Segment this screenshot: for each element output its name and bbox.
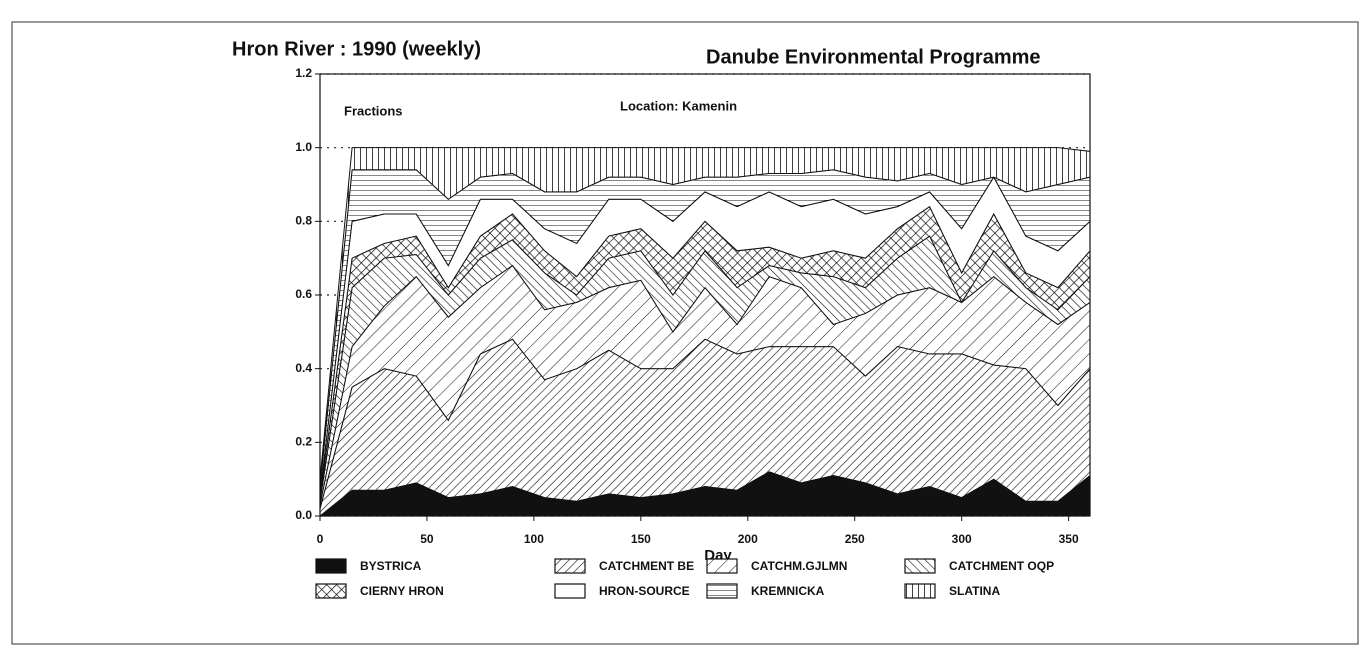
legend-swatch bbox=[554, 583, 586, 599]
x-tick-label: 50 bbox=[420, 532, 434, 546]
legend-swatch bbox=[904, 558, 936, 574]
x-tick-label: 200 bbox=[738, 532, 758, 546]
y-tick-label: 0.6 bbox=[295, 287, 312, 301]
legend-label: CATCHM.GJLMN bbox=[751, 559, 847, 573]
frame bbox=[11, 21, 1359, 645]
legend-swatch bbox=[554, 558, 586, 574]
legend-swatch bbox=[706, 583, 738, 599]
legend-label: CATCHMENT OQP bbox=[949, 559, 1054, 573]
legend-label: SLATINA bbox=[949, 584, 1000, 598]
legend-label: BYSTRICA bbox=[360, 559, 422, 573]
x-tick-label: 150 bbox=[631, 532, 651, 546]
x-tick-label: 0 bbox=[317, 532, 324, 546]
y-tick-label: 0.0 bbox=[295, 508, 312, 522]
legend-label: HRON-SOURCE bbox=[599, 584, 690, 598]
chart-subtitle: Danube Environmental Programme bbox=[706, 46, 1041, 68]
y-tick-label: 0.2 bbox=[295, 435, 312, 449]
legend-swatch bbox=[706, 558, 738, 574]
x-tick-label: 300 bbox=[952, 532, 972, 546]
y-tick-label: 0.4 bbox=[295, 361, 312, 375]
legend-swatch bbox=[315, 558, 347, 574]
y-tick-label: 1.0 bbox=[295, 140, 312, 154]
x-tick-label: 350 bbox=[1059, 532, 1079, 546]
legend-label: CIERNY HRON bbox=[360, 584, 444, 598]
annotation: Location: Kamenin bbox=[620, 98, 737, 113]
x-tick-label: 250 bbox=[845, 532, 865, 546]
annotation: Fractions bbox=[344, 103, 403, 118]
y-tick-label: 0.8 bbox=[295, 214, 312, 228]
legend-swatch bbox=[904, 583, 936, 599]
x-tick-label: 100 bbox=[524, 532, 544, 546]
legend-swatch bbox=[315, 583, 347, 599]
legend-label: CATCHMENT BE bbox=[599, 559, 694, 573]
chart-title: Hron River : 1990 (weekly) bbox=[232, 38, 481, 60]
y-tick-label: 1.2 bbox=[295, 66, 312, 80]
legend-label: KREMNICKA bbox=[751, 584, 825, 598]
